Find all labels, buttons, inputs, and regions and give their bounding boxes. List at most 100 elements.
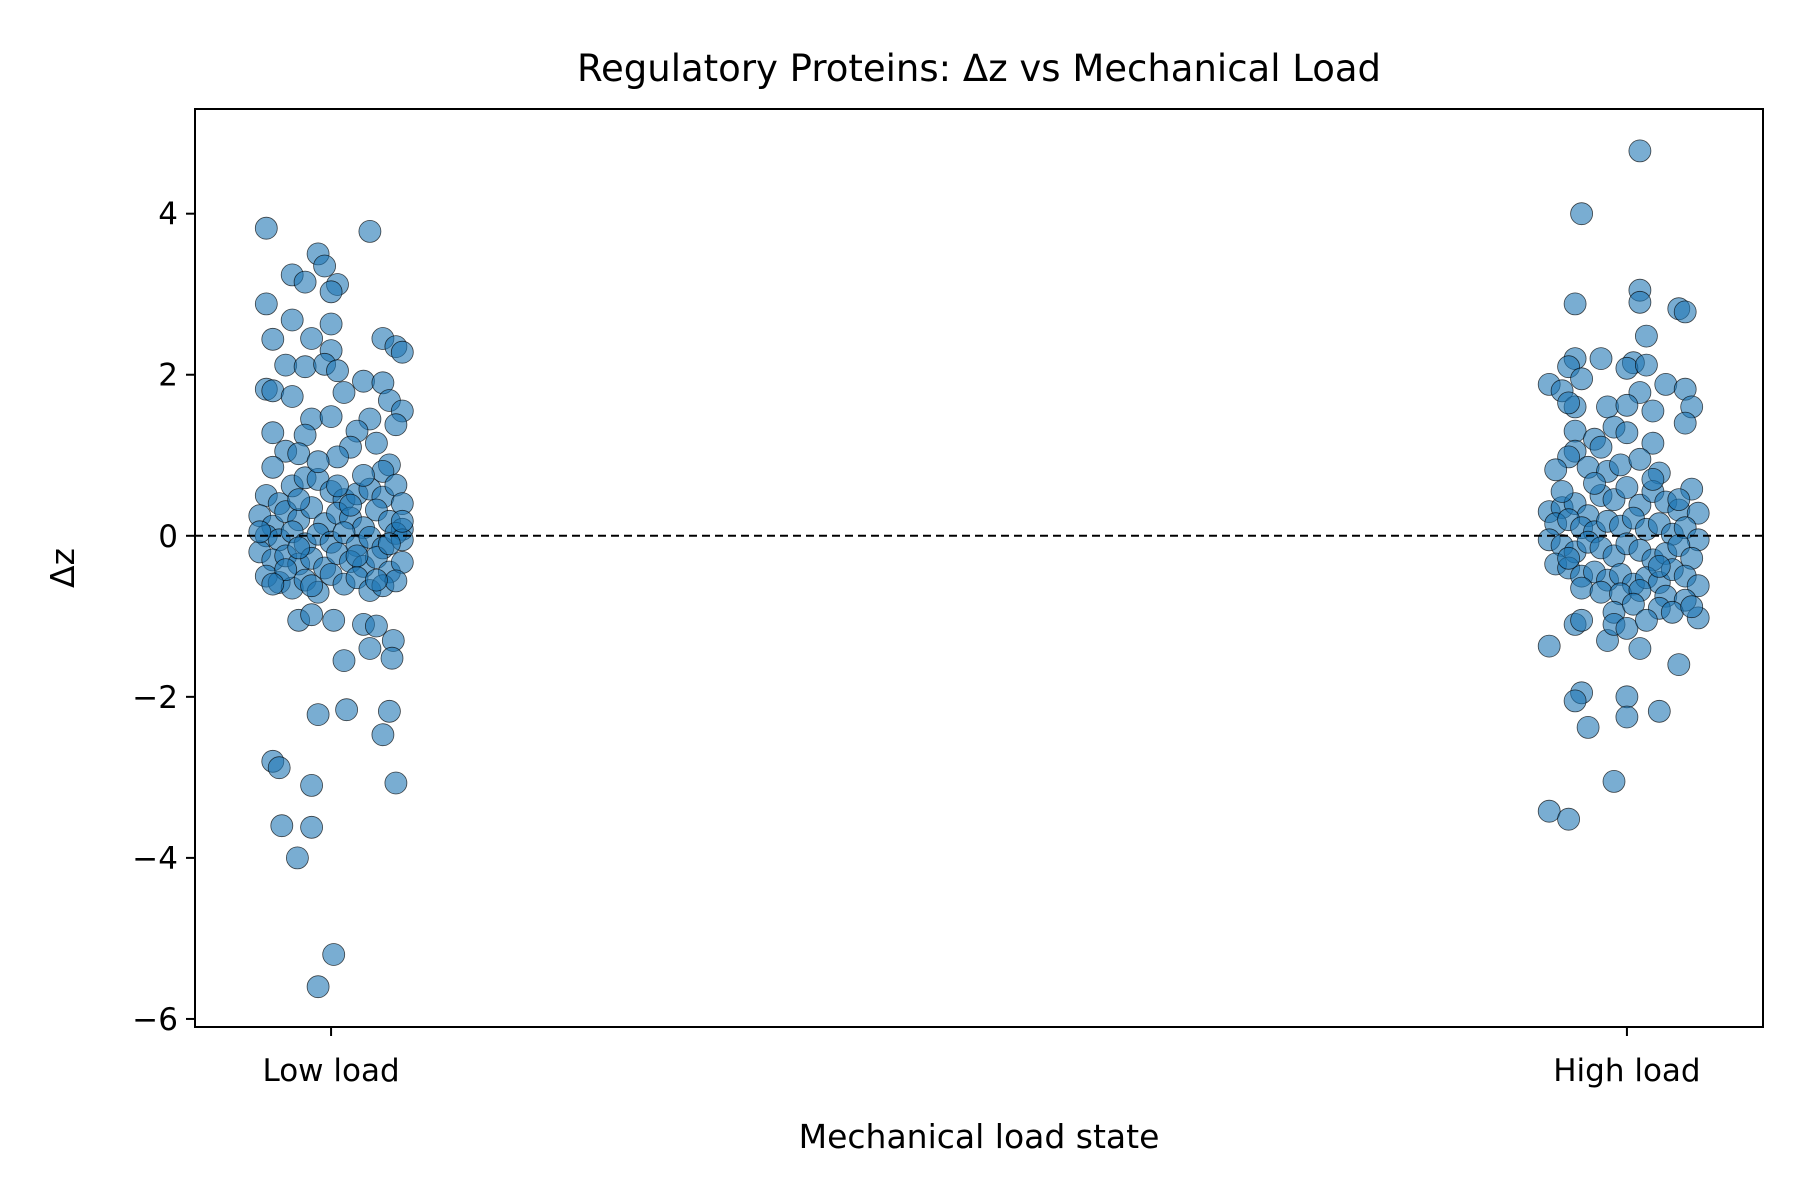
point-low-load-110 bbox=[364, 568, 388, 592]
point-high-load-121 bbox=[1641, 467, 1665, 491]
point-high-load-124 bbox=[1557, 546, 1580, 570]
x-axis-label: Mechanical load state bbox=[799, 1117, 1160, 1156]
point-high-load-31 bbox=[1641, 431, 1665, 455]
point-high-load-17 bbox=[1654, 372, 1678, 396]
point-high-load-22 bbox=[1596, 395, 1619, 419]
point-high-load-4 bbox=[1628, 290, 1652, 314]
point-high-load-14 bbox=[1570, 367, 1593, 391]
point-high-load-47 bbox=[1615, 476, 1639, 499]
point-high-load-23 bbox=[1615, 393, 1639, 417]
point-low-load-3 bbox=[313, 254, 337, 278]
point-high-load-33 bbox=[1589, 435, 1613, 459]
point-low-load-28 bbox=[280, 385, 304, 408]
point-high-load-12 bbox=[1615, 356, 1639, 380]
point-high-load-10 bbox=[1589, 347, 1613, 371]
points-layer bbox=[248, 139, 1710, 999]
point-low-load-7 bbox=[319, 280, 343, 304]
y-axis-label: Δz bbox=[43, 548, 82, 588]
point-low-load-104 bbox=[352, 463, 375, 487]
point-low-load-20 bbox=[326, 359, 349, 383]
point-high-load-37 bbox=[1609, 453, 1632, 477]
y-tick-label-0: 4 bbox=[158, 197, 178, 233]
point-low-load-32 bbox=[384, 413, 408, 437]
point-low-load-101 bbox=[384, 569, 408, 593]
point-high-load-116 bbox=[1615, 705, 1639, 729]
point-high-load-38 bbox=[1628, 447, 1652, 471]
point-low-load-116 bbox=[345, 544, 369, 568]
point-low-load-8 bbox=[254, 292, 278, 316]
point-low-load-16 bbox=[390, 340, 414, 364]
chart-title: Regulatory Proteins: Δz vs Mechanical Lo… bbox=[577, 47, 1381, 90]
point-low-load-126 bbox=[306, 703, 330, 726]
point-low-load-131 bbox=[267, 756, 291, 780]
point-low-load-14 bbox=[300, 327, 324, 350]
x-tick-label-1: High load bbox=[1553, 1053, 1700, 1089]
point-low-load-107 bbox=[274, 558, 298, 581]
point-high-load-115 bbox=[1576, 716, 1600, 739]
point-low-load-137 bbox=[322, 943, 346, 966]
point-high-load-21 bbox=[1557, 391, 1580, 415]
y-tick-label-2: 0 bbox=[158, 519, 178, 555]
point-high-load-40 bbox=[1544, 458, 1568, 482]
point-low-load-36 bbox=[364, 431, 388, 455]
point-high-load-107 bbox=[1635, 608, 1658, 632]
point-high-load-90 bbox=[1570, 576, 1593, 600]
point-low-load-5 bbox=[293, 270, 317, 294]
y-tick-label-3: −2 bbox=[132, 680, 178, 716]
y-tick-label-5: −6 bbox=[132, 1002, 178, 1038]
point-low-load-21 bbox=[352, 369, 375, 393]
point-high-load-109 bbox=[1628, 637, 1652, 660]
point-high-load-125 bbox=[1647, 555, 1671, 578]
point-high-load-122 bbox=[1583, 471, 1606, 495]
point-high-load-7 bbox=[1635, 324, 1658, 348]
point-high-load-0 bbox=[1628, 139, 1652, 163]
point-high-load-53 bbox=[1686, 501, 1710, 525]
point-low-load-102 bbox=[261, 455, 285, 479]
point-low-load-33 bbox=[261, 421, 285, 445]
point-high-load-24 bbox=[1641, 399, 1665, 423]
point-low-load-18 bbox=[293, 355, 317, 379]
point-low-load-128 bbox=[377, 699, 401, 723]
point-high-load-91 bbox=[1589, 580, 1613, 604]
point-high-load-26 bbox=[1673, 411, 1697, 435]
point-low-load-119 bbox=[322, 608, 346, 632]
point-low-load-106 bbox=[339, 493, 362, 517]
y-tick-label-1: 2 bbox=[158, 358, 178, 394]
point-high-load-6 bbox=[1673, 300, 1697, 324]
point-high-load-97 bbox=[1622, 592, 1645, 616]
point-low-load-115 bbox=[287, 488, 311, 512]
point-low-load-127 bbox=[335, 698, 359, 722]
point-high-load-27 bbox=[1563, 419, 1587, 443]
point-low-load-9 bbox=[280, 308, 304, 332]
point-low-load-113 bbox=[390, 509, 414, 533]
point-low-load-122 bbox=[358, 637, 382, 660]
point-low-load-124 bbox=[332, 649, 356, 672]
point-low-load-133 bbox=[384, 771, 408, 795]
point-high-load-123 bbox=[1667, 488, 1691, 512]
point-low-load-13 bbox=[261, 327, 285, 351]
point-low-load-136 bbox=[285, 846, 309, 870]
point-high-load-2 bbox=[1563, 292, 1587, 316]
point-low-load-1 bbox=[358, 219, 382, 243]
point-low-load-109 bbox=[248, 520, 272, 544]
point-high-load-120 bbox=[1550, 480, 1574, 503]
point-low-load-39 bbox=[287, 442, 311, 466]
point-low-load-0 bbox=[254, 216, 278, 240]
point-high-load-13 bbox=[1635, 353, 1658, 377]
point-high-load-103 bbox=[1570, 608, 1593, 632]
point-low-load-118 bbox=[300, 603, 324, 627]
y-axis: 4 2 0 −2 −4 −6 bbox=[132, 197, 195, 1038]
x-tick-label-0: Low load bbox=[262, 1053, 399, 1089]
point-low-load-25 bbox=[332, 381, 356, 404]
point-high-load-118 bbox=[1557, 807, 1580, 831]
point-high-load-113 bbox=[1615, 685, 1639, 709]
point-high-load-99 bbox=[1660, 600, 1684, 624]
point-high-load-108 bbox=[1537, 634, 1561, 658]
point-low-load-135 bbox=[300, 815, 324, 839]
point-high-load-89 bbox=[1686, 574, 1710, 598]
point-high-load-30 bbox=[1615, 421, 1639, 445]
point-low-load-125 bbox=[380, 646, 404, 670]
point-low-load-114 bbox=[261, 572, 285, 596]
